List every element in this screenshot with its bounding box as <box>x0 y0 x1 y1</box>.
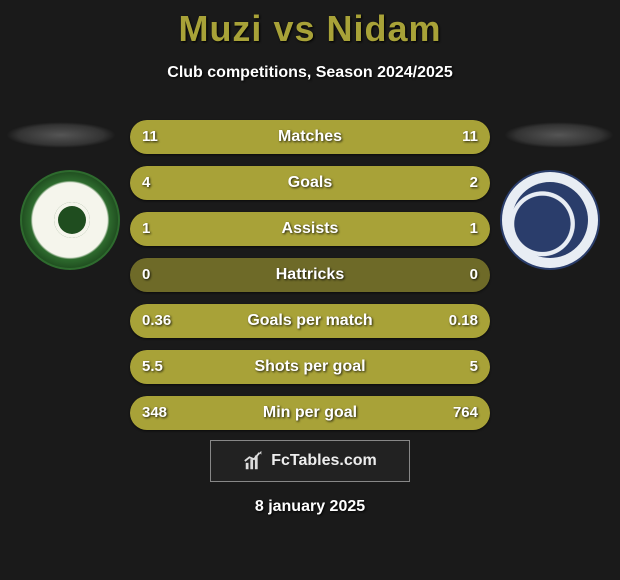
team2-badge <box>500 170 600 270</box>
stat-value-right: 2 <box>470 166 478 200</box>
player1-name: Muzi <box>178 8 262 49</box>
subtitle: Club competitions, Season 2024/2025 <box>0 64 620 82</box>
stat-row: Matches11 11 <box>130 120 490 154</box>
stat-value-right: 11 <box>462 120 478 154</box>
stat-value-left: 348 <box>142 396 167 430</box>
stat-label: Shots per goal <box>130 350 490 384</box>
stat-value-left: 0.36 <box>142 304 171 338</box>
generation-date: 8 january 2025 <box>0 498 620 516</box>
stat-row: Hattricks0 0 <box>130 258 490 292</box>
player2-name: Nidam <box>327 8 442 49</box>
stat-value-right: 0 <box>470 258 478 292</box>
stat-value-right: 5 <box>470 350 478 384</box>
chart-icon <box>243 450 265 472</box>
vs-word: vs <box>273 8 315 49</box>
stat-value-right: 1 <box>470 212 478 246</box>
stat-label: Goals per match <box>130 304 490 338</box>
stat-label: Hattricks <box>130 258 490 292</box>
shadow-left <box>6 122 116 148</box>
stat-label: Assists <box>130 212 490 246</box>
stat-row: Shots per goal5.5 5 <box>130 350 490 384</box>
stat-row: Assists1 1 <box>130 212 490 246</box>
shadow-right <box>504 122 614 148</box>
stat-value-left: 5.5 <box>142 350 163 384</box>
team1-badge <box>20 170 120 270</box>
stat-label: Min per goal <box>130 396 490 430</box>
logo-text: FcTables.com <box>271 452 377 470</box>
stat-row: Goals per match0.36 0.18 <box>130 304 490 338</box>
page-title: Muzi vs Nidam <box>0 0 620 50</box>
stat-value-left: 4 <box>142 166 150 200</box>
stat-value-right: 0.18 <box>449 304 478 338</box>
stat-row: Min per goal348 764 <box>130 396 490 430</box>
stat-label: Goals <box>130 166 490 200</box>
stat-row: Goals4 2 <box>130 166 490 200</box>
stat-value-left: 0 <box>142 258 150 292</box>
stat-value-left: 11 <box>142 120 158 154</box>
site-logo[interactable]: FcTables.com <box>210 440 410 482</box>
stat-value-left: 1 <box>142 212 150 246</box>
stat-value-right: 764 <box>453 396 478 430</box>
stats-container: Matches1111Goals42Assists11Hattricks00Go… <box>130 120 490 442</box>
stat-label: Matches <box>130 120 490 154</box>
